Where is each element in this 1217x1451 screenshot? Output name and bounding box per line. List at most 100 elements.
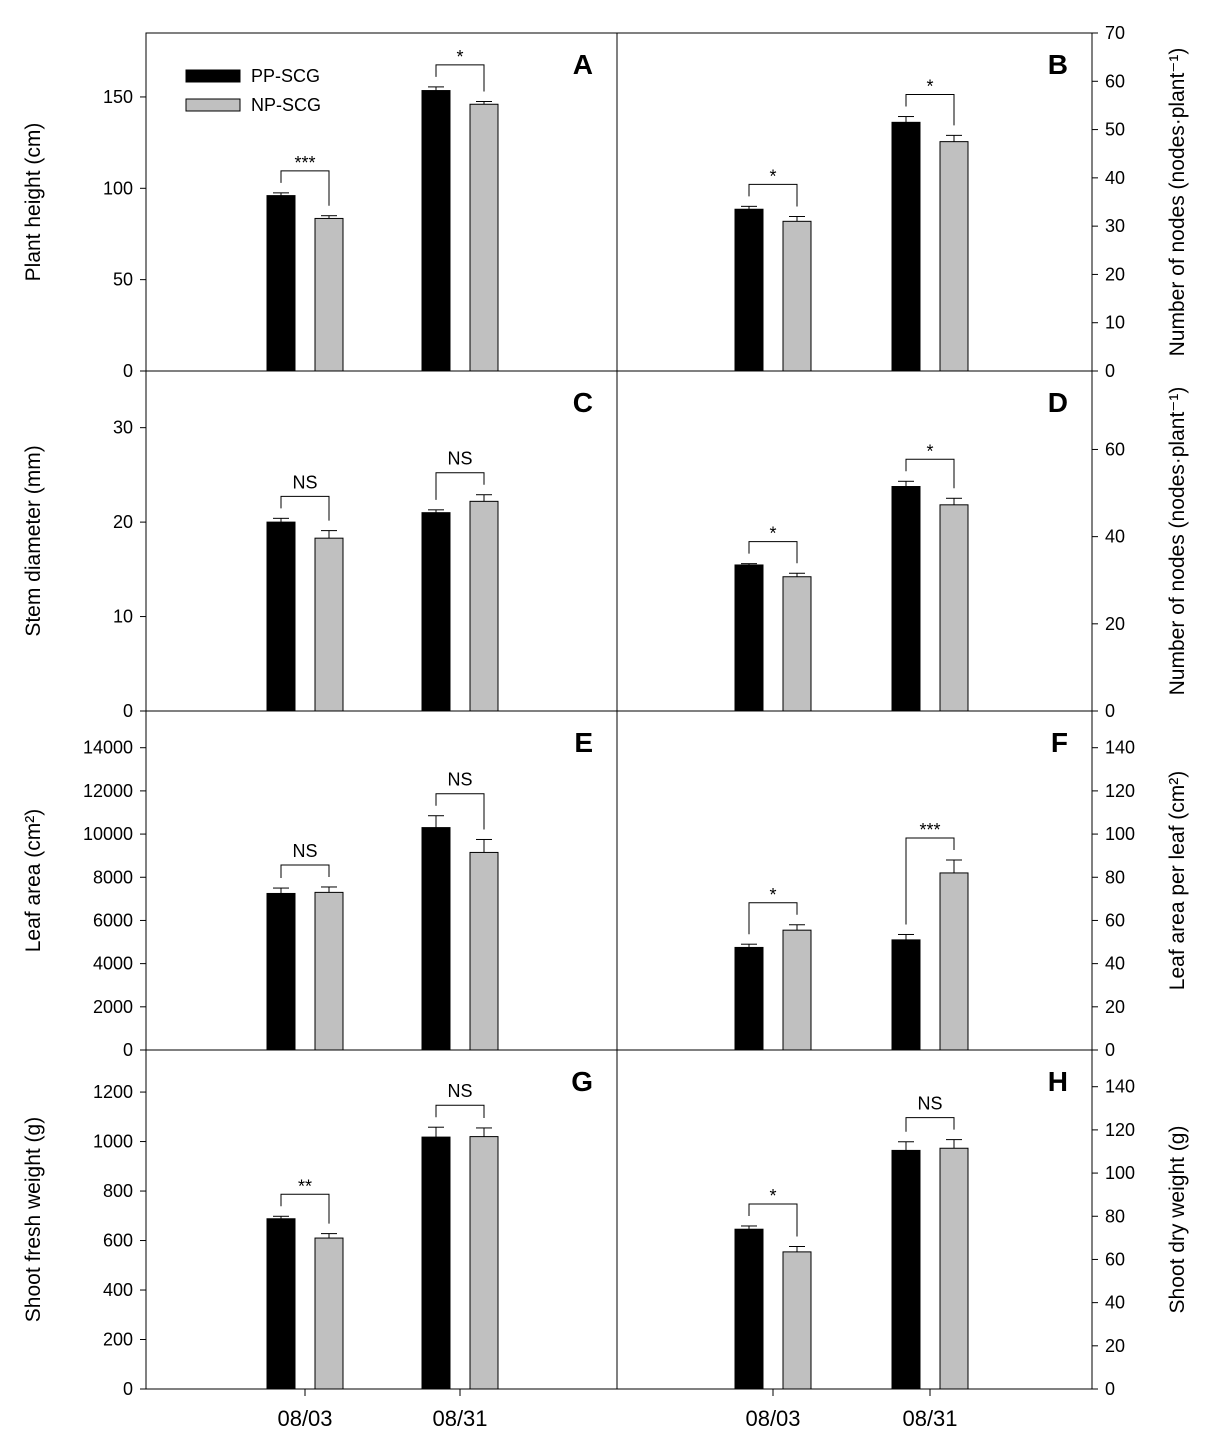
significance-label: * xyxy=(926,441,933,461)
panel-letter: A xyxy=(573,49,593,80)
bar-np xyxy=(314,217,344,372)
significance-label: * xyxy=(769,166,776,186)
y-tick-label: 150 xyxy=(103,87,133,107)
panel-letter: E xyxy=(574,727,593,758)
y-tick-label: 40 xyxy=(1105,954,1125,974)
bar-np xyxy=(469,1136,499,1390)
panel-letter: G xyxy=(571,1066,593,1097)
panel-g: 0 200 400 600 800 1000 1200 Shoot fresh weight … xyxy=(22,1066,593,1431)
y-tick-label: 70 xyxy=(1105,23,1125,43)
y-tick-label: 120 xyxy=(1105,1120,1135,1140)
y-tick-label: 120 xyxy=(1105,781,1135,801)
y-tick-label: 0 xyxy=(123,701,133,721)
bar-np xyxy=(469,500,499,712)
bar-np xyxy=(939,1147,969,1390)
y-tick-label: 80 xyxy=(1105,867,1125,887)
significance-label: * xyxy=(769,1186,776,1206)
bar-pp xyxy=(266,892,296,1051)
y-tick-label: 0 xyxy=(1105,1040,1115,1060)
y-tick-label: 20 xyxy=(1105,264,1125,284)
panel-letter: F xyxy=(1051,727,1068,758)
bar-pp xyxy=(421,827,451,1051)
y-axis-title: Shoot fresh weight (g) xyxy=(22,1117,45,1322)
y-tick-label: 40 xyxy=(1105,168,1125,188)
y-tick-label: 50 xyxy=(1105,120,1125,140)
bar-np xyxy=(314,1237,344,1390)
bar-pp xyxy=(891,1149,921,1390)
bar-pp xyxy=(891,939,921,1051)
y-axis-title: Leaf area per leaf (cm²) xyxy=(1166,771,1189,990)
y-tick-label: 0 xyxy=(1105,701,1115,721)
bar-np xyxy=(314,891,344,1051)
y-tick-label: 200 xyxy=(103,1330,133,1350)
y-tick-label: 12000 xyxy=(83,781,133,801)
y-tick-label: 80 xyxy=(1105,1206,1125,1226)
significance-bracket xyxy=(905,94,955,126)
significance-bracket xyxy=(748,902,798,935)
bar-pp xyxy=(891,121,921,372)
y-tick-label: 1000 xyxy=(93,1132,133,1152)
significance-label: NS xyxy=(292,841,317,861)
y-axis-title: Stem diameter (mm) xyxy=(22,445,45,636)
panel-c: 0 10 20 30 Stem diameter (mm) C NS NS xyxy=(22,387,593,721)
y-tick-label: 0 xyxy=(1105,361,1115,381)
bar-pp xyxy=(421,512,451,712)
bar-pp xyxy=(266,195,296,372)
significance-bracket xyxy=(435,472,485,500)
legend-swatch-pp xyxy=(185,69,241,83)
bar-pp xyxy=(734,946,764,1051)
significance-label: NS xyxy=(292,472,317,492)
x-tick-label: 08/03 xyxy=(745,1406,800,1431)
bar-pp xyxy=(421,1136,451,1390)
y-tick-label: 30 xyxy=(1105,216,1125,236)
y-tick-label: 140 xyxy=(1105,738,1135,758)
significance-label: * xyxy=(769,885,776,905)
bar-np xyxy=(782,1251,812,1390)
y-tick-label: 0 xyxy=(123,1040,133,1060)
significance-bracket xyxy=(435,1104,485,1118)
bar-pp xyxy=(421,90,451,372)
x-tick-label: 08/31 xyxy=(432,1406,487,1431)
y-tick-label: 10 xyxy=(113,607,133,627)
bar-pp xyxy=(266,521,296,712)
significance-label: * xyxy=(926,77,933,97)
x-tick-label: 08/03 xyxy=(277,1406,332,1431)
significance-label: NS xyxy=(447,770,472,790)
bar-np xyxy=(782,929,812,1051)
bar-pp xyxy=(734,208,764,372)
y-tick-label: 600 xyxy=(103,1231,133,1251)
y-tick-label: 100 xyxy=(1105,824,1135,844)
legend-label-np: NP-SCG xyxy=(251,95,321,115)
y-tick-label: 50 xyxy=(113,270,133,290)
panel-h: 0 20 40 60 80 100 120 140 Shoot dry weight (g) H *… xyxy=(734,1066,1189,1431)
bar-np xyxy=(469,103,499,372)
significance-bracket xyxy=(905,837,955,925)
panel-f: 0 20 40 60 80 100 120 140 Leaf area per leaf (cm… xyxy=(734,727,1189,1060)
significance-label: * xyxy=(456,47,463,67)
y-tick-label: 800 xyxy=(103,1181,133,1201)
significance-label: *** xyxy=(919,820,940,840)
panel-letter: C xyxy=(573,387,593,418)
y-axis-title: Plant height (cm) xyxy=(22,123,45,282)
bar-np xyxy=(782,576,812,712)
significance-label: * xyxy=(769,524,776,544)
y-tick-label: 100 xyxy=(1105,1163,1135,1183)
bar-np xyxy=(939,504,969,712)
y-tick-label: 140 xyxy=(1105,1077,1135,1097)
y-tick-label: 20 xyxy=(113,512,133,532)
panel-b: 0 10 20 30 40 50 60 70 Number of nodes (nodes·pl… xyxy=(734,23,1189,381)
significance-bracket xyxy=(280,864,330,879)
y-tick-label: 100 xyxy=(103,178,133,198)
y-tick-label: 0 xyxy=(123,1379,133,1399)
y-tick-label: 40 xyxy=(1105,527,1125,547)
y-tick-label: 20 xyxy=(1105,1336,1125,1356)
legend-label-pp: PP-SCG xyxy=(251,66,320,86)
y-tick-label: 8000 xyxy=(93,867,133,887)
y-tick-label: 400 xyxy=(103,1280,133,1300)
significance-bracket xyxy=(435,793,485,830)
panel-letter: H xyxy=(1048,1066,1068,1097)
significance-bracket xyxy=(905,1117,955,1132)
y-tick-label: 14000 xyxy=(83,738,133,758)
